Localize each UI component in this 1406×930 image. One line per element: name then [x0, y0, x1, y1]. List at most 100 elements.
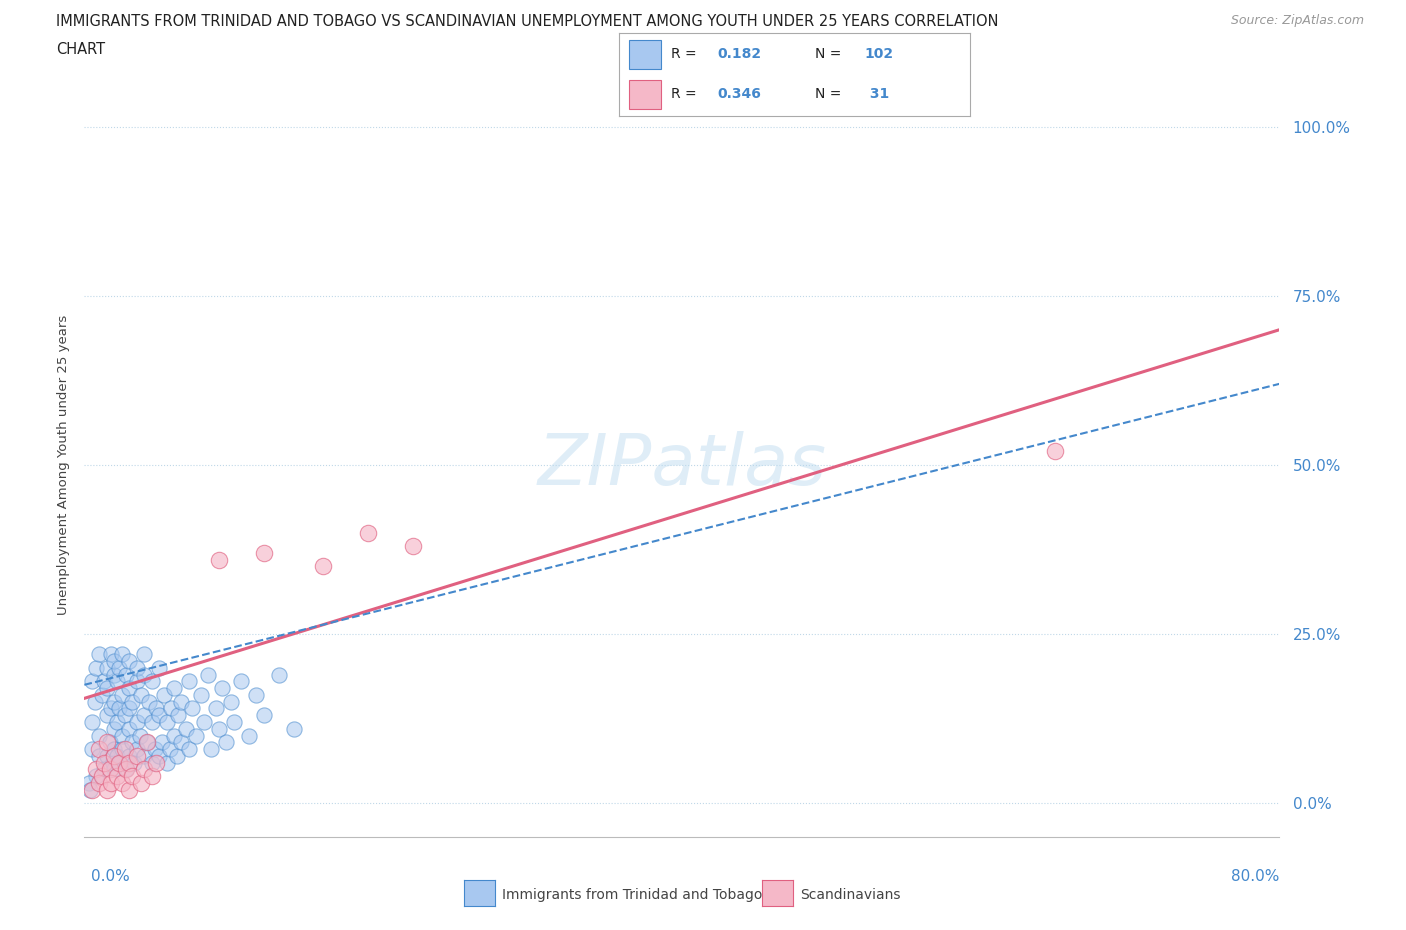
Point: [93, 762, 115, 777]
Point: [115, 667, 138, 682]
Point: [166, 749, 188, 764]
Point: [86, 762, 108, 777]
Point: [93, 755, 115, 770]
Point: [83, 695, 105, 710]
Point: [190, 687, 212, 702]
Point: [231, 674, 253, 689]
Point: [89, 749, 111, 764]
Point: [125, 749, 148, 764]
Point: [200, 741, 222, 756]
Point: [163, 681, 186, 696]
Point: [105, 674, 128, 689]
Point: [103, 695, 125, 710]
Point: [111, 776, 134, 790]
Point: [107, 701, 129, 716]
Point: [132, 708, 156, 723]
Point: [96, 660, 118, 675]
Point: [177, 674, 200, 689]
Point: [115, 762, 138, 777]
Point: [136, 735, 159, 750]
Point: [143, 741, 166, 756]
Point: [118, 782, 141, 797]
Point: [105, 714, 128, 729]
Point: [125, 660, 148, 675]
Point: [180, 701, 202, 716]
Point: [152, 687, 174, 702]
Text: N =: N =: [815, 87, 846, 101]
Text: Immigrants from Trinidad and Tobago: Immigrants from Trinidad and Tobago: [502, 887, 762, 902]
Point: [103, 741, 125, 756]
Point: [145, 755, 167, 770]
Point: [253, 546, 276, 561]
Bar: [630, 80, 661, 109]
Point: [170, 695, 193, 710]
Point: [197, 667, 219, 682]
Point: [118, 749, 141, 764]
Point: [211, 681, 233, 696]
Point: [238, 728, 260, 743]
Point: [107, 660, 129, 675]
Text: Source: ZipAtlas.com: Source: ZipAtlas.com: [1230, 14, 1364, 27]
Text: 80.0%: 80.0%: [1232, 870, 1279, 884]
Point: [121, 735, 143, 750]
Point: [267, 667, 290, 682]
Point: [222, 714, 245, 729]
Point: [177, 741, 200, 756]
Point: [402, 538, 425, 553]
Point: [136, 735, 159, 750]
Point: [205, 701, 228, 716]
Point: [141, 674, 163, 689]
Point: [174, 722, 197, 737]
Point: [118, 701, 141, 716]
Point: [114, 741, 136, 756]
Point: [89, 728, 111, 743]
Point: [89, 741, 111, 756]
Point: [253, 708, 276, 723]
Point: [118, 722, 141, 737]
Point: [80, 741, 103, 756]
Point: [132, 667, 156, 682]
Point: [208, 722, 231, 737]
Point: [1045, 444, 1067, 458]
Point: [245, 687, 267, 702]
Point: [96, 681, 118, 696]
Point: [129, 776, 152, 790]
Point: [219, 695, 242, 710]
Point: [80, 714, 103, 729]
Point: [159, 741, 181, 756]
Point: [89, 647, 111, 662]
Text: R =: R =: [672, 87, 702, 101]
Point: [132, 762, 156, 777]
Point: [312, 559, 335, 574]
Point: [150, 735, 173, 750]
Point: [118, 755, 141, 770]
Point: [170, 735, 193, 750]
Point: [148, 749, 170, 764]
Point: [80, 674, 103, 689]
Point: [100, 701, 122, 716]
Point: [125, 741, 148, 756]
Point: [105, 769, 128, 784]
Point: [357, 525, 380, 540]
Point: [96, 782, 118, 797]
Point: [79, 782, 101, 797]
Point: [122, 755, 145, 770]
Point: [100, 647, 122, 662]
Text: ZIPatlas: ZIPatlas: [537, 431, 827, 499]
Text: 0.182: 0.182: [717, 47, 761, 61]
Point: [141, 714, 163, 729]
Point: [86, 769, 108, 784]
Text: 0.346: 0.346: [717, 87, 761, 101]
Point: [208, 552, 231, 567]
Point: [145, 701, 167, 716]
Point: [155, 755, 177, 770]
Point: [215, 735, 238, 750]
Text: 102: 102: [865, 47, 894, 61]
Point: [114, 708, 136, 723]
Point: [138, 695, 160, 710]
Point: [96, 735, 118, 750]
Point: [111, 728, 134, 743]
Point: [103, 667, 125, 682]
Point: [111, 741, 134, 756]
Point: [163, 728, 186, 743]
